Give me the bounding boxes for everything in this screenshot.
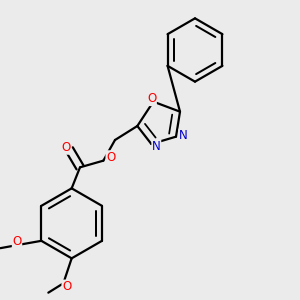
Text: N: N <box>179 129 188 142</box>
Text: O: O <box>62 280 71 293</box>
Text: O: O <box>12 235 22 248</box>
Text: O: O <box>106 151 115 164</box>
Text: N: N <box>152 140 161 153</box>
Text: O: O <box>147 92 156 106</box>
Text: O: O <box>61 141 70 154</box>
